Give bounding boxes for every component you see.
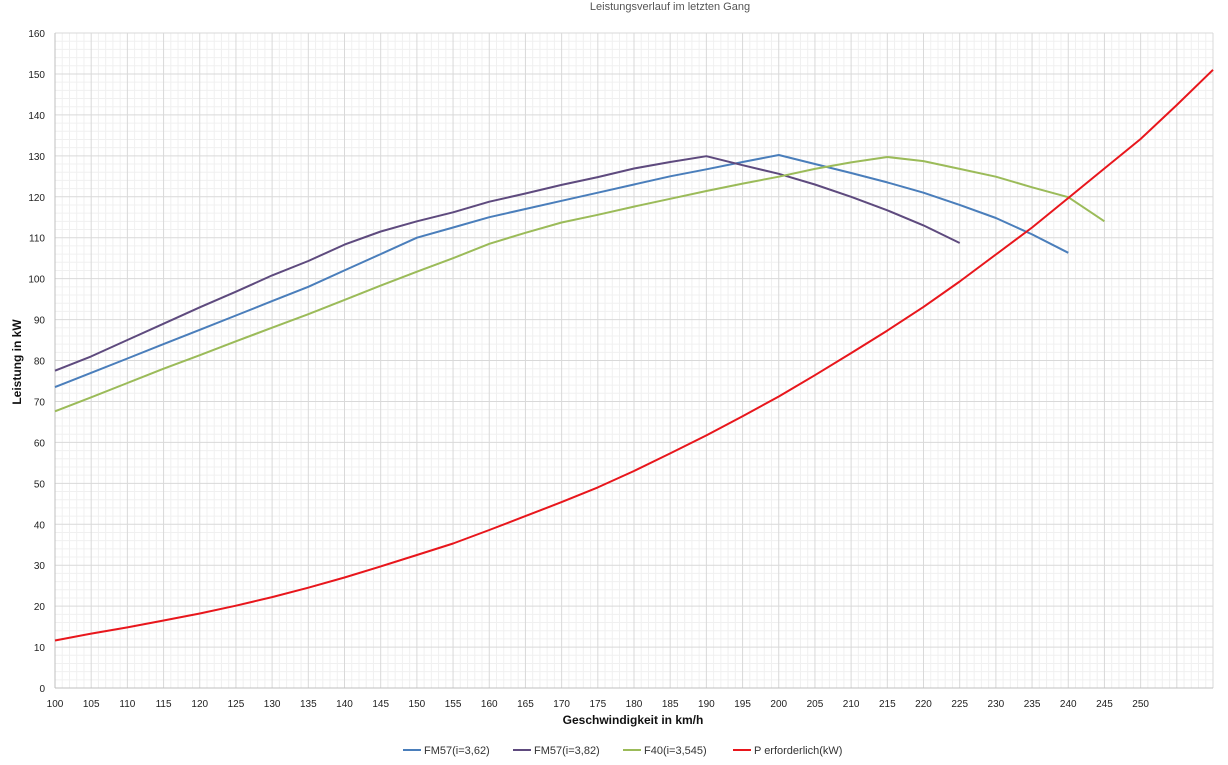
x-tick-label: 135 [300, 699, 317, 710]
series-line-1 [54, 154, 1069, 389]
x-tick-label: 100 [47, 699, 64, 710]
x-tick-labels: 100 105 110 115 120 125 130 135 140 145 150 155 160 1… [47, 699, 1150, 710]
y-axis-label: Leistung in kW [10, 319, 24, 405]
series-line-4 [54, 69, 1214, 642]
y-tick-label: 70 [34, 397, 46, 408]
x-axis-label: Geschwindigkeit in km/h [563, 713, 704, 727]
x-tick-label: 110 [119, 699, 135, 710]
x-tick-label: 175 [589, 699, 606, 710]
x-tick-label: 170 [553, 699, 570, 710]
y-tick-label: 100 [28, 275, 45, 286]
y-tick-label: 50 [34, 479, 46, 490]
y-tick-label: 90 [34, 316, 46, 327]
legend-label: FM57(i=3,82) [534, 745, 600, 757]
y-tick-label: 30 [34, 561, 46, 572]
y-tick-label: 120 [28, 193, 45, 204]
y-tick-label: 140 [28, 111, 45, 122]
major-gridlines [54, 32, 1214, 689]
x-tick-label: 250 [1132, 699, 1149, 710]
x-tick-label: 205 [807, 699, 824, 710]
x-tick-label: 240 [1060, 699, 1077, 710]
x-tick-label: 185 [662, 699, 679, 710]
y-tick-label: 130 [28, 152, 45, 163]
x-tick-label: 145 [372, 699, 389, 710]
x-tick-label: 155 [445, 699, 462, 710]
legend-label: FM57(i=3,62) [424, 745, 490, 757]
x-tick-label: 215 [879, 699, 896, 710]
axes [54, 33, 1213, 689]
legend-label: P erforderlich(kW) [754, 745, 842, 757]
series-line-3 [54, 156, 1105, 413]
x-tick-label: 210 [843, 699, 860, 710]
x-tick-label: 220 [915, 699, 932, 710]
y-tick-label: 160 [28, 29, 45, 40]
x-tick-label: 180 [626, 699, 643, 710]
chart-title: Leistungsverlauf im letzten Gang [590, 1, 750, 13]
y-tick-labels: 0 10 20 30 40 50 60 70 80 90 100 110 120 130 140 150 160 [28, 29, 45, 695]
y-tick-label: 20 [34, 602, 46, 613]
y-tick-label: 80 [34, 357, 46, 368]
series-line-2 [54, 155, 961, 372]
x-tick-label: 150 [409, 699, 426, 710]
x-tick-label: 225 [951, 699, 968, 710]
y-tick-label: 150 [28, 70, 45, 81]
x-tick-label: 245 [1096, 699, 1113, 710]
x-tick-label: 190 [698, 699, 715, 710]
x-tick-label: 120 [191, 699, 208, 710]
series-layer [54, 69, 1214, 642]
x-tick-label: 130 [264, 699, 281, 710]
x-tick-label: 160 [481, 699, 498, 710]
legend: FM57(i=3,62) FM57(i=3,82) F40(i=3,545) P er… [403, 745, 842, 757]
y-tick-label: 10 [34, 643, 46, 654]
x-tick-label: 235 [1024, 699, 1041, 710]
x-tick-label: 115 [156, 699, 172, 710]
y-tick-label: 40 [34, 520, 46, 531]
x-tick-label: 195 [734, 699, 751, 710]
x-tick-label: 140 [336, 699, 353, 710]
x-tick-label: 105 [83, 699, 100, 710]
y-tick-label: 0 [39, 684, 45, 695]
x-tick-label: 230 [988, 699, 1005, 710]
y-tick-label: 110 [29, 234, 45, 245]
x-tick-label: 165 [517, 699, 534, 710]
x-tick-label: 200 [770, 699, 787, 710]
legend-label: F40(i=3,545) [644, 745, 707, 757]
x-tick-label: 125 [228, 699, 245, 710]
y-tick-label: 60 [34, 438, 46, 449]
